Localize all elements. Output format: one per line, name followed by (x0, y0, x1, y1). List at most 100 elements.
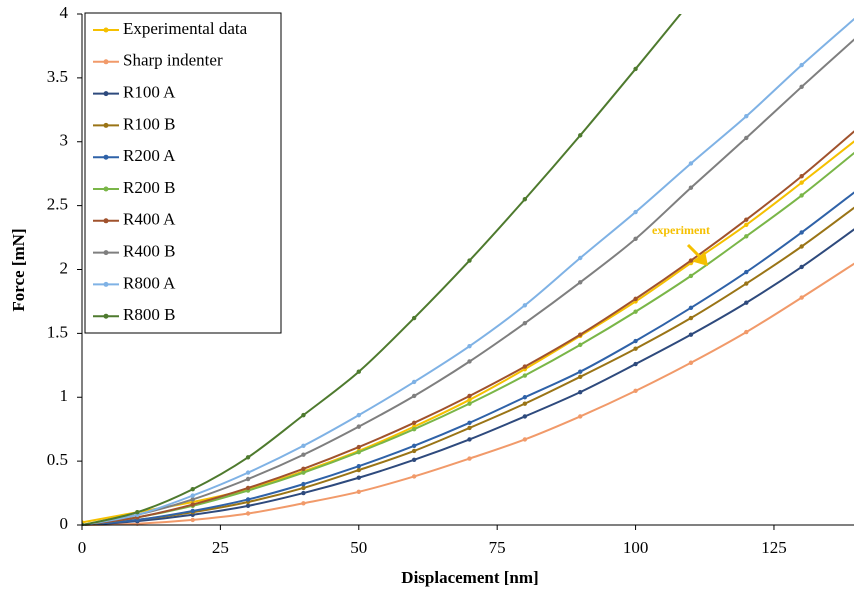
plot-area (82, 14, 854, 526)
data-point (467, 401, 472, 406)
legend-label: R800 B (123, 305, 175, 324)
data-point (411, 443, 417, 448)
data-point (356, 464, 361, 469)
data-point (522, 401, 528, 406)
data-point (578, 374, 583, 380)
data-point (522, 320, 528, 326)
x-tick-label: 0 (78, 538, 87, 557)
data-point (245, 503, 251, 509)
data-point (467, 397, 472, 403)
data-point (301, 466, 306, 471)
data-point (744, 329, 749, 335)
data-point (190, 493, 195, 498)
data-point (688, 273, 694, 279)
data-point (799, 295, 804, 300)
series-line (82, 191, 854, 526)
legend-marker (103, 91, 109, 97)
data-point (356, 444, 361, 450)
data-point (190, 508, 195, 514)
data-point (799, 264, 804, 270)
y-tick-label: 1 (60, 386, 69, 405)
series-line (82, 17, 854, 526)
legend-label: R400 A (123, 210, 176, 229)
data-point (744, 217, 749, 222)
legend-label: R200 B (123, 178, 175, 197)
legend-label: Experimental data (123, 19, 248, 38)
y-tick-label: 3 (60, 131, 69, 150)
data-point (301, 481, 306, 487)
data-point (190, 487, 195, 492)
data-point (522, 395, 528, 400)
data-point (633, 338, 638, 344)
series-line (82, 38, 854, 526)
legend-marker (103, 186, 109, 192)
data-point (356, 424, 361, 429)
legend-label: R400 B (123, 242, 175, 261)
data-point (301, 470, 306, 475)
legend-marker (103, 154, 109, 160)
data-point (356, 467, 361, 473)
data-point (411, 315, 417, 321)
data-point (301, 452, 306, 457)
y-tick-label: 2 (60, 258, 69, 277)
data-point (411, 457, 417, 463)
data-point (356, 489, 361, 494)
data-point (578, 280, 583, 285)
data-point (301, 490, 306, 496)
data-point (578, 332, 583, 337)
x-axis-label: Displacement [nm] (401, 568, 538, 587)
data-point (688, 360, 694, 365)
data-point (799, 174, 804, 179)
data-point (356, 369, 361, 374)
data-point (245, 485, 251, 491)
x-tick-label: 75 (489, 538, 506, 557)
data-point (688, 258, 694, 263)
data-point (633, 66, 638, 72)
data-point (411, 420, 417, 425)
data-point (578, 133, 583, 138)
data-point (467, 420, 472, 425)
data-point (633, 361, 638, 367)
data-point (411, 379, 417, 385)
legend-marker (103, 122, 109, 128)
legend-label: R100 A (123, 83, 176, 102)
data-point (799, 180, 804, 185)
legend-label: R800 A (123, 273, 176, 292)
data-point (522, 197, 528, 202)
legend-marker (103, 281, 109, 287)
y-axis-label: Force [mN] (9, 228, 28, 311)
data-point (245, 497, 251, 502)
data-point (578, 342, 583, 348)
x-tick-label: 50 (350, 538, 367, 557)
data-point (522, 373, 528, 378)
legend-marker (103, 313, 109, 319)
data-point (578, 369, 583, 374)
legend-box (84, 12, 282, 334)
data-point (467, 343, 472, 349)
legend-marker (103, 218, 109, 224)
data-point (799, 244, 804, 249)
data-point (744, 114, 749, 119)
legend-marker (103, 250, 109, 256)
data-point (467, 359, 472, 364)
data-point (799, 193, 804, 198)
data-point (190, 517, 195, 523)
data-point (190, 497, 195, 502)
y-tick-label: 0 (60, 514, 69, 533)
data-point (744, 222, 749, 227)
data-point (633, 236, 638, 242)
annotation: experiment (652, 223, 710, 237)
data-point (799, 62, 804, 68)
y-tick-label: 0.5 (47, 450, 68, 469)
legend: Experimental data Sharp indenter R100 A R10… (84, 12, 282, 334)
data-point (744, 135, 749, 141)
data-point (467, 425, 472, 431)
data-point (356, 475, 361, 480)
y-tick-label: 1.5 (47, 322, 68, 341)
data-point (688, 332, 694, 337)
data-point (633, 388, 638, 394)
series-line (82, 151, 854, 526)
data-point (633, 296, 638, 302)
data-point (799, 230, 804, 235)
